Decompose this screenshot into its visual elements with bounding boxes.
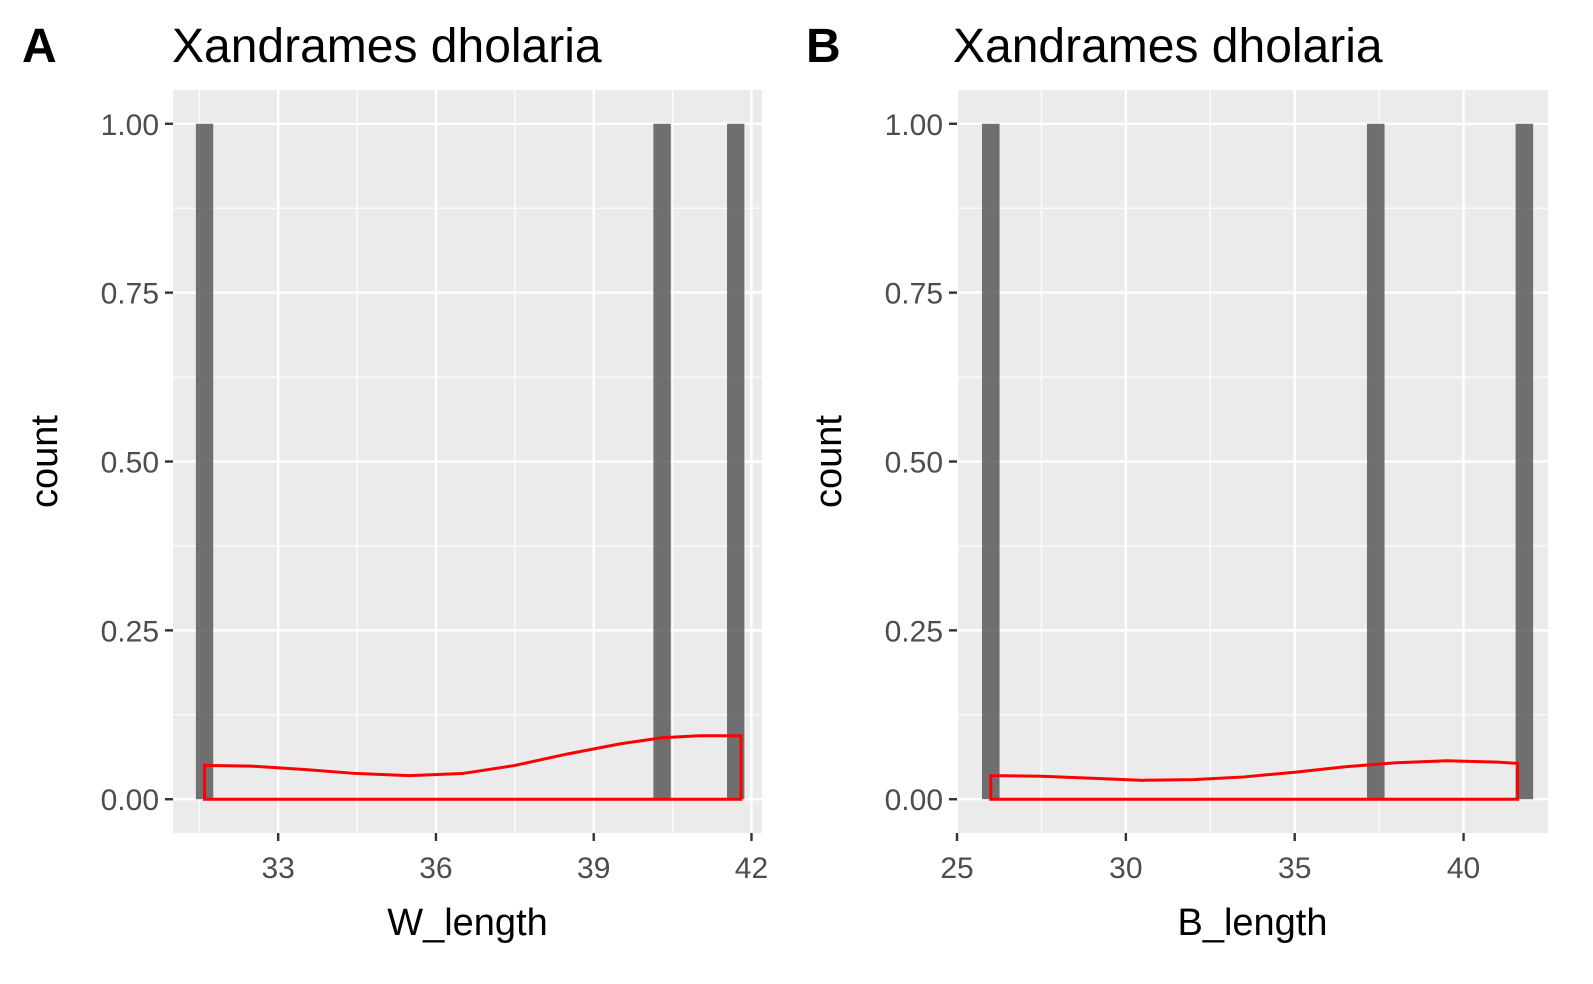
y-tick-label: 0.50: [885, 447, 943, 480]
x-tick-label: 30: [1109, 852, 1142, 885]
x-axis-title: W_length: [387, 902, 548, 944]
histogram-bar: [727, 123, 745, 800]
density-curve: [203, 734, 743, 801]
histogram-bar: [1366, 123, 1385, 800]
x-tick-label: 33: [261, 852, 294, 885]
panel-a: 0.00 0.25 0.50 0.75 1.00 33 36 39 42 W_length coun…: [22, 20, 768, 944]
x-tick-label: 42: [735, 852, 768, 885]
y-axis-title: count: [24, 415, 66, 508]
histogram-bar: [653, 123, 671, 800]
y-axis-title: count: [808, 415, 850, 508]
y-tick-label: 1.00: [885, 109, 943, 142]
x-tick-label: 35: [1278, 852, 1311, 885]
density-curve: [989, 759, 1520, 801]
panel-tag: A: [22, 20, 57, 73]
histogram-bar: [981, 123, 1000, 800]
y-tick-label: 0.00: [101, 784, 159, 817]
y-tick-label: 0.75: [885, 278, 943, 311]
panel-b: 0.00 0.25 0.50 0.75 1.00 25 30 35 40 B_length coun…: [806, 20, 1548, 944]
x-tick-label: 25: [940, 852, 973, 885]
chart-title: Xandrames dholaria: [172, 20, 602, 73]
y-tick-label: 0.50: [101, 447, 159, 480]
y-tick-label: 0.25: [885, 615, 943, 648]
y-tick-label: 0.75: [101, 278, 159, 311]
y-tick-label: 1.00: [101, 109, 159, 142]
histogram-bar: [1515, 123, 1534, 800]
panel-tag: B: [806, 20, 841, 73]
x-axis-title: B_length: [1177, 902, 1327, 944]
chart-title: Xandrames dholaria: [953, 20, 1383, 73]
histogram-bar: [195, 123, 214, 800]
y-tick-label: 0.25: [101, 615, 159, 648]
x-tick-label: 39: [577, 852, 610, 885]
x-tick-label: 40: [1447, 852, 1480, 885]
x-tick-label: 36: [419, 852, 452, 885]
y-tick-label: 0.00: [885, 784, 943, 817]
